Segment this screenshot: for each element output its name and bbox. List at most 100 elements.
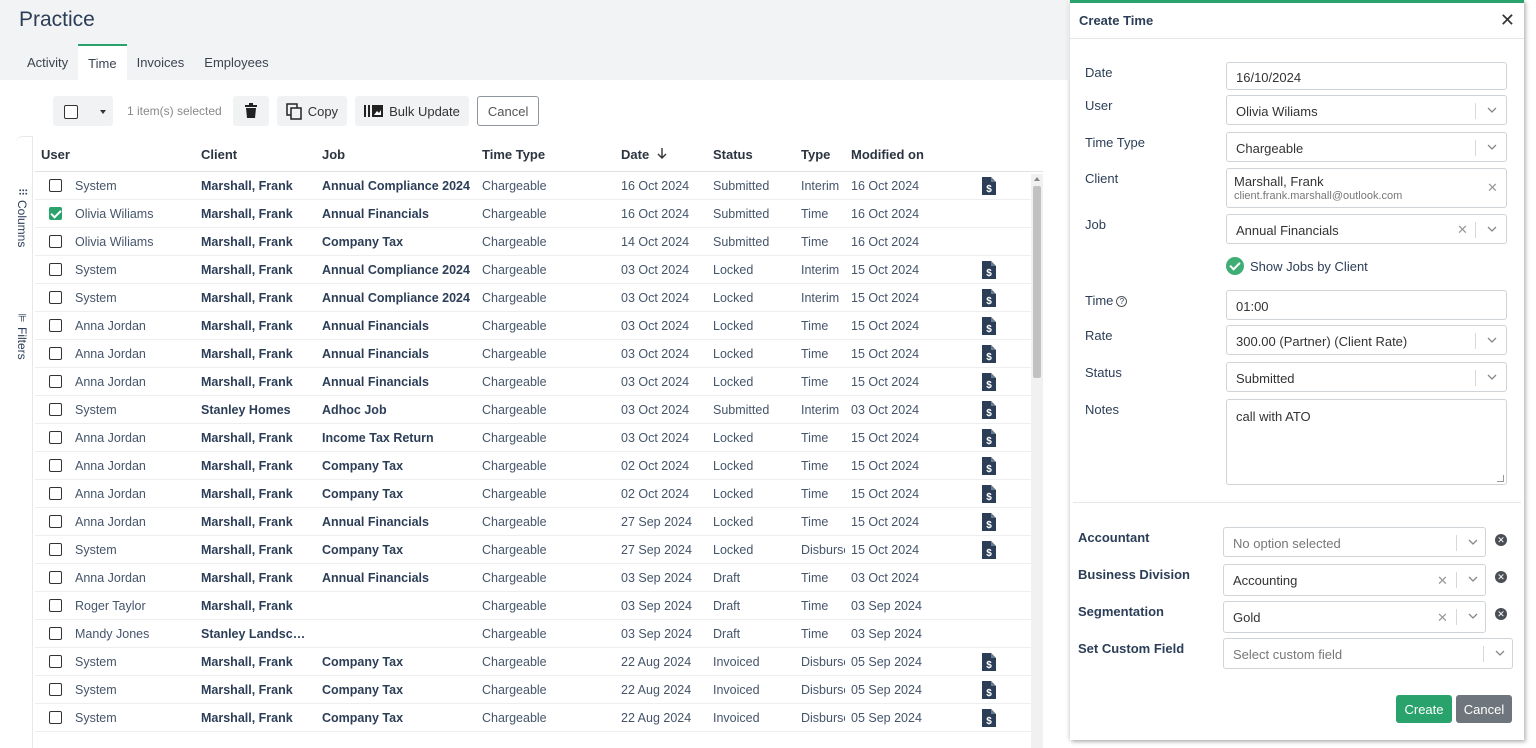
row-checkbox[interactable] [49, 375, 62, 388]
header-job[interactable]: Job [322, 147, 346, 162]
cell-user[interactable]: System [75, 263, 117, 277]
row-checkbox[interactable] [49, 207, 62, 220]
row-checkbox[interactable] [49, 571, 62, 584]
invoice-document-icon[interactable]: $ [982, 373, 996, 394]
caret-down-icon[interactable] [100, 110, 106, 114]
cell-job[interactable]: Annual Financials [322, 571, 429, 585]
custom-field-select[interactable]: Select custom field [1223, 638, 1513, 669]
clear-icon[interactable]: ✕ [1437, 610, 1448, 625]
header-date[interactable]: Date [621, 147, 667, 162]
tab-employees[interactable]: Employees [204, 55, 269, 70]
cell-client[interactable]: Marshall, Frank [201, 347, 293, 361]
table-row[interactable]: System Marshall, Frank Company Tax Chargeab… [35, 704, 1043, 732]
cell-user[interactable]: Anna Jordan [75, 515, 146, 529]
header-time-type[interactable]: Time Type [482, 147, 546, 162]
clear-icon[interactable]: ✕ [1437, 573, 1448, 588]
client-select[interactable]: Marshall, Frank client.frank.marshall@ou… [1226, 168, 1507, 208]
cell-client[interactable]: Marshall, Frank [201, 571, 293, 585]
remove-field-icon[interactable]: ✕ [1495, 534, 1507, 546]
resize-handle[interactable] [1497, 475, 1504, 482]
row-checkbox[interactable] [49, 599, 62, 612]
cell-job[interactable]: Company Tax [322, 655, 404, 669]
business-division-select[interactable]: Accounting ✕ [1223, 564, 1486, 596]
chevron-down-icon[interactable] [1486, 104, 1498, 116]
chevron-down-icon[interactable] [1467, 610, 1479, 622]
row-checkbox[interactable] [49, 431, 62, 444]
cell-client[interactable]: Marshall, Frank [201, 599, 293, 613]
cell-client[interactable]: Marshall, Frank [201, 375, 293, 389]
cell-client[interactable]: Marshall, Frank [201, 459, 293, 473]
remove-field-icon[interactable]: ✕ [1495, 608, 1507, 620]
cell-client[interactable]: Marshall, Frank [201, 515, 293, 529]
row-checkbox[interactable] [49, 515, 62, 528]
cell-client[interactable]: Marshall, Frank [201, 235, 293, 249]
status-select[interactable]: Submitted [1226, 362, 1507, 392]
cell-user[interactable]: System [75, 683, 117, 697]
cell-client[interactable]: Stanley Landscapi... [201, 627, 311, 641]
select-all-dropdown[interactable] [53, 96, 113, 126]
chevron-down-icon[interactable] [1494, 647, 1506, 659]
cell-user[interactable]: Olivia Wiliams [75, 235, 154, 249]
row-checkbox[interactable] [49, 683, 62, 696]
cell-job[interactable]: Annual Compliance 2024 [322, 179, 470, 193]
close-icon[interactable]: ✕ [1499, 10, 1515, 30]
invoice-document-icon[interactable]: $ [982, 401, 996, 422]
cell-job[interactable]: Annual Financials [322, 515, 429, 529]
cell-user[interactable]: Anna Jordan [75, 319, 146, 333]
header-client[interactable]: Client [201, 147, 238, 162]
time-type-select[interactable]: Chargeable [1226, 132, 1507, 162]
cell-user[interactable]: Mandy Jones [75, 627, 150, 641]
remove-field-icon[interactable]: ✕ [1495, 571, 1507, 583]
invoice-document-icon[interactable]: $ [982, 289, 996, 310]
table-row[interactable]: Anna Jordan Marshall, Frank Annual Financi… [35, 564, 1043, 592]
invoice-document-icon[interactable]: $ [982, 541, 996, 562]
table-row[interactable]: Anna Jordan Marshall, Frank Company Tax Cha… [35, 480, 1043, 508]
table-row[interactable]: Anna Jordan Marshall, Frank Income Tax Ret… [35, 424, 1043, 452]
copy-button[interactable]: Copy [276, 96, 348, 126]
chevron-down-icon[interactable] [1467, 573, 1479, 585]
cell-job[interactable]: Company Tax [322, 543, 404, 557]
invoice-document-icon[interactable]: $ [982, 429, 996, 450]
cell-job[interactable]: Income Tax Return [322, 431, 434, 445]
cell-client[interactable]: Marshall, Frank [201, 431, 293, 445]
invoice-document-icon[interactable]: $ [982, 261, 996, 282]
cell-job[interactable]: Adhoc Job [322, 403, 387, 417]
filters-toggle[interactable]: ⊫ Filters [15, 313, 29, 359]
chevron-down-icon[interactable] [1486, 371, 1498, 383]
cell-user[interactable]: Anna Jordan [75, 431, 146, 445]
create-button[interactable]: Create [1396, 695, 1452, 723]
header-type[interactable]: Type [801, 147, 831, 162]
row-checkbox[interactable] [49, 403, 62, 416]
invoice-document-icon[interactable]: $ [982, 345, 996, 366]
invoice-document-icon[interactable]: $ [982, 457, 996, 478]
cell-user[interactable]: System [75, 179, 117, 193]
help-icon[interactable]: ? [1116, 296, 1128, 307]
tab-activity[interactable]: Activity [27, 55, 69, 70]
row-checkbox[interactable] [49, 543, 62, 556]
user-select[interactable]: Olivia Wiliams [1226, 95, 1507, 125]
row-checkbox[interactable] [49, 291, 62, 304]
row-checkbox[interactable] [49, 655, 62, 668]
table-row[interactable]: Olivia Wiliams Marshall, Frank Company Tax… [35, 228, 1043, 256]
cell-client[interactable]: Marshall, Frank [201, 291, 293, 305]
cell-user[interactable]: Anna Jordan [75, 347, 146, 361]
cell-client[interactable]: Marshall, Frank [201, 543, 293, 557]
cancel-button[interactable]: Cancel [1456, 695, 1512, 723]
scrollbar-thumb[interactable] [1033, 186, 1041, 378]
table-row[interactable]: System Marshall, Frank Annual Compliance 2… [35, 256, 1043, 284]
cell-job[interactable]: Company Tax [322, 487, 404, 501]
row-checkbox[interactable] [49, 263, 62, 276]
select-all-checkbox[interactable] [64, 105, 78, 119]
table-row[interactable]: System Marshall, Frank Company Tax Chargeab… [35, 648, 1043, 676]
clear-icon[interactable]: ✕ [1457, 222, 1468, 237]
chevron-down-icon[interactable] [1486, 223, 1498, 235]
row-checkbox[interactable] [49, 487, 62, 500]
show-jobs-toggle[interactable]: Show Jobs by Client [1226, 257, 1368, 275]
segmentation-select[interactable]: Gold ✕ [1223, 601, 1486, 633]
table-row[interactable]: Mandy Jones Stanley Landscapi... Chargeabl… [35, 620, 1043, 648]
cell-user[interactable]: System [75, 543, 117, 557]
invoice-document-icon[interactable]: $ [982, 709, 996, 730]
notes-textarea[interactable]: call with ATO [1226, 399, 1507, 485]
cell-job[interactable]: Annual Financials [322, 319, 429, 333]
cell-user[interactable]: System [75, 291, 117, 305]
